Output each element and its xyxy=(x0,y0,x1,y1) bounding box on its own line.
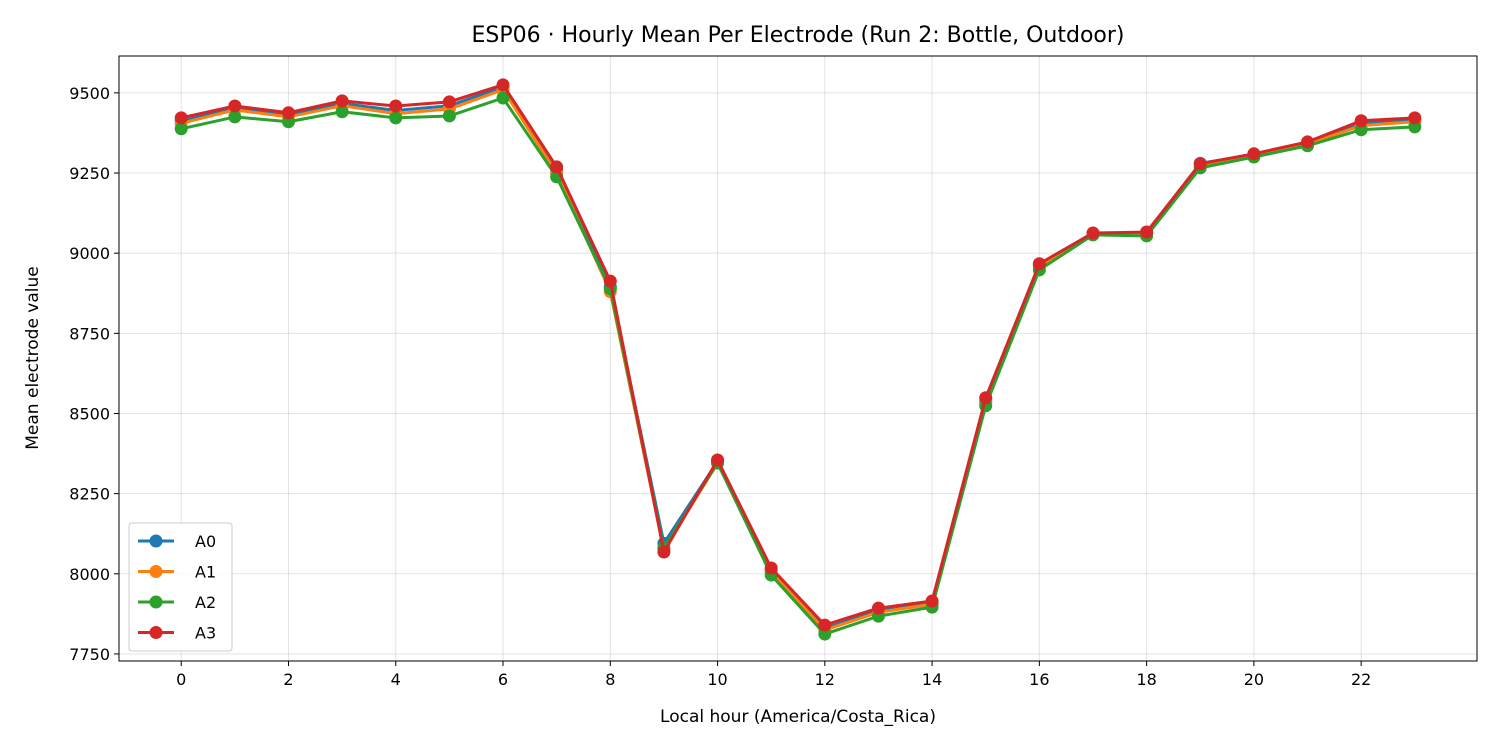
x-tick-label: 2 xyxy=(283,670,293,689)
data-point xyxy=(174,111,188,125)
data-point xyxy=(496,91,510,105)
legend-label: A3 xyxy=(195,624,216,643)
data-point xyxy=(335,94,349,108)
x-tick-label: 6 xyxy=(498,670,508,689)
x-axis-label: Local hour (America/Costa_Rica) xyxy=(660,707,936,727)
plot-frame xyxy=(118,55,1478,662)
data-point xyxy=(871,601,885,615)
data-point xyxy=(174,122,188,136)
x-tick-label: 22 xyxy=(1351,670,1371,689)
series-line xyxy=(180,96,1415,636)
data-point xyxy=(389,111,403,125)
data-point xyxy=(228,110,242,124)
legend: A0 A1 A2 A3 xyxy=(128,522,233,652)
data-point xyxy=(764,561,778,575)
chart-title: ESP06 · Hourly Mean Per Electrode (Run 2… xyxy=(472,23,1125,48)
data-point xyxy=(1354,114,1368,128)
data-point xyxy=(979,391,993,405)
y-tick-label: 8250 xyxy=(69,485,110,504)
data-point xyxy=(925,594,939,608)
y-tick-label: 9500 xyxy=(69,84,110,103)
legend-marker xyxy=(149,565,163,578)
data-point xyxy=(442,95,456,109)
legend-label: A0 xyxy=(195,532,216,551)
data-point xyxy=(657,545,671,559)
data-point xyxy=(442,109,456,123)
data-point xyxy=(1032,257,1046,271)
data-point xyxy=(496,78,510,92)
grid xyxy=(119,56,1477,661)
data-point xyxy=(603,274,617,288)
legend-label: A2 xyxy=(195,593,216,612)
data-point xyxy=(550,160,564,174)
x-tick-label: 12 xyxy=(815,670,835,689)
data-point xyxy=(1193,157,1207,171)
legend-marker xyxy=(149,626,163,639)
legend-box xyxy=(128,522,233,652)
x-tick-label: 8 xyxy=(605,670,615,689)
y-axis-label: Mean electrode value xyxy=(23,266,43,449)
data-point xyxy=(281,106,295,120)
series-line xyxy=(180,83,1415,627)
data-point xyxy=(281,115,295,129)
x-tick-label: 0 xyxy=(176,670,186,689)
data-point xyxy=(335,105,349,119)
y-tick-label: 9000 xyxy=(69,244,110,263)
series-line xyxy=(180,88,1415,632)
y-tick-label: 7750 xyxy=(69,645,110,664)
x-tick-label: 20 xyxy=(1244,670,1264,689)
x-tick-label: 18 xyxy=(1136,670,1156,689)
legend-item: A3 xyxy=(138,624,216,643)
legend-marker xyxy=(149,534,163,548)
legend-item: A2 xyxy=(138,593,216,612)
legend-label: A1 xyxy=(195,563,216,582)
y-tick-label: 8000 xyxy=(69,565,110,584)
data-point xyxy=(228,99,242,113)
legend-item: A1 xyxy=(138,563,216,582)
data-point xyxy=(1301,135,1315,149)
x-tick-label: 16 xyxy=(1029,670,1049,689)
x-tick-label: 4 xyxy=(391,670,401,689)
data-point xyxy=(1086,226,1100,240)
y-tick-label: 8750 xyxy=(69,324,110,343)
data-point xyxy=(1354,123,1368,137)
legend-item: A0 xyxy=(138,532,216,551)
series-lines xyxy=(174,78,1422,641)
y-tick-label: 9250 xyxy=(69,164,110,183)
data-point xyxy=(1408,111,1422,125)
x-tick-label: 14 xyxy=(922,670,942,689)
data-point xyxy=(1140,225,1154,239)
series-A3 xyxy=(174,78,1422,632)
x-tick-label: 10 xyxy=(707,670,727,689)
data-point xyxy=(818,618,832,632)
y-tick-label: 8500 xyxy=(69,404,110,423)
data-point xyxy=(389,99,403,113)
data-point xyxy=(818,627,832,641)
legend-marker xyxy=(149,595,163,609)
axis-ticks: 0 2 4 6 8 10 12 14 16 18 20 22 7750 8000 8250 8500 8750 9… xyxy=(69,84,1371,689)
data-point xyxy=(711,453,725,467)
data-point xyxy=(1408,120,1422,134)
data-point xyxy=(1247,147,1261,161)
